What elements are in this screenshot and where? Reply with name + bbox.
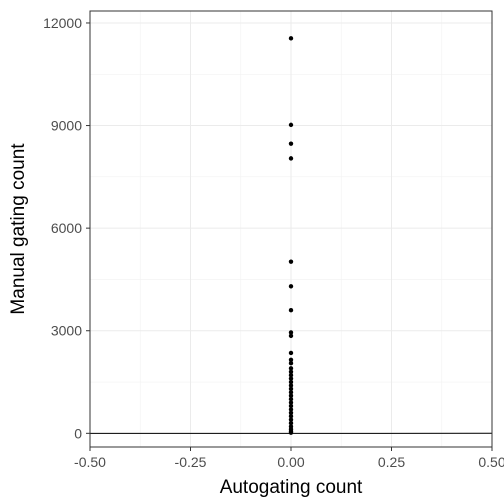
x-axis-title: Autogating count [220,477,363,498]
y-tick-label: 9000 [51,118,82,134]
data-point [288,417,294,422]
data-point [288,308,294,313]
y-axis-ticks: 0 3000 6000 9000 12000 [43,15,90,441]
x-tick-label: -0.50 [74,454,106,470]
data-point [288,156,294,161]
data-point [288,407,294,412]
data-points [288,36,294,435]
data-point [288,259,294,264]
data-point [288,376,294,381]
data-point [288,372,294,378]
x-tick-label: -0.25 [175,454,207,470]
data-point [288,430,294,435]
y-tick-label: 3000 [51,323,82,339]
data-point [288,330,294,335]
y-tick-label: 0 [74,425,82,441]
data-point [288,383,294,388]
data-point [288,396,294,402]
data-point [288,410,294,416]
data-point [288,36,294,41]
y-tick-label: 6000 [51,220,82,236]
data-point [288,400,294,405]
x-tick-label: 0.50 [478,454,504,470]
data-point [288,284,294,289]
data-point [288,350,294,356]
x-tick-label: 0.00 [277,454,304,470]
data-point [288,369,294,374]
x-tick-label: 0.25 [378,454,405,470]
y-tick-label: 12000 [43,15,82,31]
data-point [288,366,294,371]
data-point [288,141,294,146]
data-point [288,414,294,419]
data-point [288,420,294,426]
data-point [288,390,294,395]
data-point [288,357,294,362]
data-point [288,333,294,339]
data-point [288,393,294,398]
data-point [288,122,294,128]
y-axis-title: Manual gating count [8,143,29,315]
x-axis-ticks: -0.50 -0.25 0.00 0.25 0.50 [74,447,504,470]
data-point [288,386,294,392]
data-point [288,361,294,366]
data-point [288,379,294,385]
data-point [288,403,294,409]
